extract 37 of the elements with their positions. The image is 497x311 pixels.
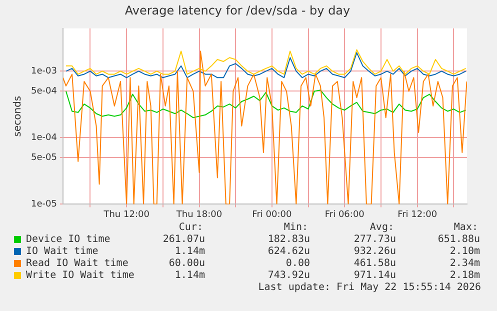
y-tick-label: 5e-04 — [30, 86, 58, 97]
y-axis-title: seconds — [12, 96, 24, 137]
y-tick-label: 1e-04 — [30, 133, 58, 144]
text: 2.34m — [448, 258, 480, 270]
y-tick-label: 1e-03 — [30, 66, 57, 77]
legend-label: Write IO Wait time — [26, 270, 134, 281]
text: 1.14m — [174, 246, 205, 258]
text: 1.14m — [174, 270, 205, 281]
text: 2.18m — [448, 270, 480, 282]
text: 743.92u — [266, 270, 310, 282]
text: 2.10m — [448, 246, 480, 258]
text: 932.26u — [352, 246, 396, 258]
text: Avg: — [368, 222, 394, 234]
text: 651.88u — [436, 234, 480, 246]
text: 624.62u — [266, 246, 310, 258]
text: Max: — [452, 222, 478, 234]
text: 971.14u — [352, 270, 396, 282]
x-tick-label: Fri 12:00 — [398, 210, 438, 220]
text: 261.07u — [162, 234, 205, 246]
x-tick-label: Fri 06:00 — [324, 210, 365, 220]
x-tick-label: Thu 12:00 — [102, 210, 150, 220]
text: Min: — [282, 222, 308, 234]
y-tick-label: 1e-05 — [30, 200, 57, 210]
y-tick-label: 5e-05 — [30, 153, 57, 164]
chart-title: Average latency for /dev/sda - by day — [124, 3, 350, 18]
text: 461.58u — [352, 258, 396, 270]
text: Cur: — [178, 222, 203, 234]
x-tick-label: Thu 18:00 — [175, 210, 222, 220]
text: 0.00 — [284, 258, 310, 270]
text: 60.00u — [168, 258, 205, 269]
legend-label: Device IO time — [26, 234, 110, 245]
text: 277.73u — [352, 234, 396, 246]
x-tick-label: Fri 00:00 — [252, 210, 292, 220]
text: Last update: Fri May 22 15:55:14 2026 — [258, 282, 481, 294]
text: 182.83u — [266, 234, 310, 246]
legend-label: IO Wait time — [26, 246, 98, 257]
legend-label: Read IO Wait time — [26, 258, 128, 269]
